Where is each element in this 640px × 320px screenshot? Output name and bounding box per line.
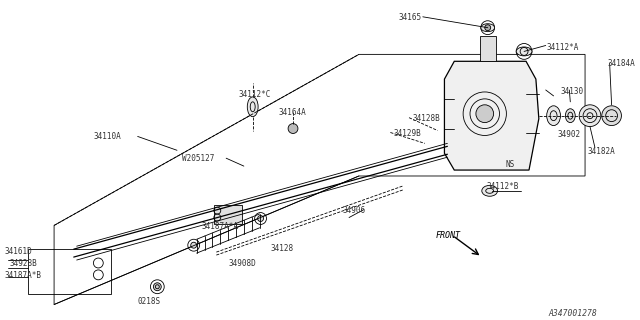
Text: FRONT: FRONT — [436, 231, 461, 240]
Text: 34164A: 34164A — [278, 108, 306, 117]
Circle shape — [191, 242, 196, 248]
Ellipse shape — [482, 185, 497, 196]
Bar — [480, 36, 495, 61]
Text: 34129B: 34129B — [394, 129, 421, 138]
Text: 34908D: 34908D — [228, 259, 256, 268]
Ellipse shape — [565, 109, 575, 123]
Text: 34165: 34165 — [398, 13, 421, 22]
Text: A347001278: A347001278 — [548, 309, 597, 318]
Text: 0218S: 0218S — [138, 297, 161, 306]
Text: 34110A: 34110A — [93, 132, 121, 141]
Circle shape — [602, 106, 621, 125]
Circle shape — [476, 105, 493, 123]
Polygon shape — [444, 61, 539, 170]
Text: 34161D: 34161D — [5, 247, 33, 256]
Text: 34187A*B: 34187A*B — [5, 271, 42, 280]
Text: 34128: 34128 — [271, 244, 294, 253]
Text: NS: NS — [506, 160, 515, 169]
Text: 34902: 34902 — [557, 130, 580, 139]
Text: 34906: 34906 — [342, 206, 365, 215]
Bar — [214, 205, 242, 224]
Text: 34130: 34130 — [561, 87, 584, 96]
Text: 34112*C: 34112*C — [239, 90, 271, 99]
Text: 34182A: 34182A — [587, 147, 615, 156]
Text: 34128B: 34128B — [413, 114, 441, 123]
Text: 34184A: 34184A — [607, 59, 636, 68]
Ellipse shape — [516, 47, 532, 56]
Ellipse shape — [547, 106, 561, 125]
Text: 34187A*A: 34187A*A — [202, 222, 239, 231]
Bar — [28, 249, 111, 294]
Circle shape — [154, 283, 161, 291]
Polygon shape — [54, 54, 585, 305]
Circle shape — [484, 25, 491, 31]
Text: 34112*A: 34112*A — [547, 43, 579, 52]
Circle shape — [258, 216, 264, 221]
Text: 34112*B: 34112*B — [487, 182, 519, 191]
Circle shape — [288, 124, 298, 133]
Ellipse shape — [481, 24, 495, 32]
Text: 34928B: 34928B — [10, 259, 38, 268]
Text: W205127: W205127 — [182, 154, 214, 163]
Circle shape — [579, 105, 601, 126]
Ellipse shape — [247, 97, 258, 117]
